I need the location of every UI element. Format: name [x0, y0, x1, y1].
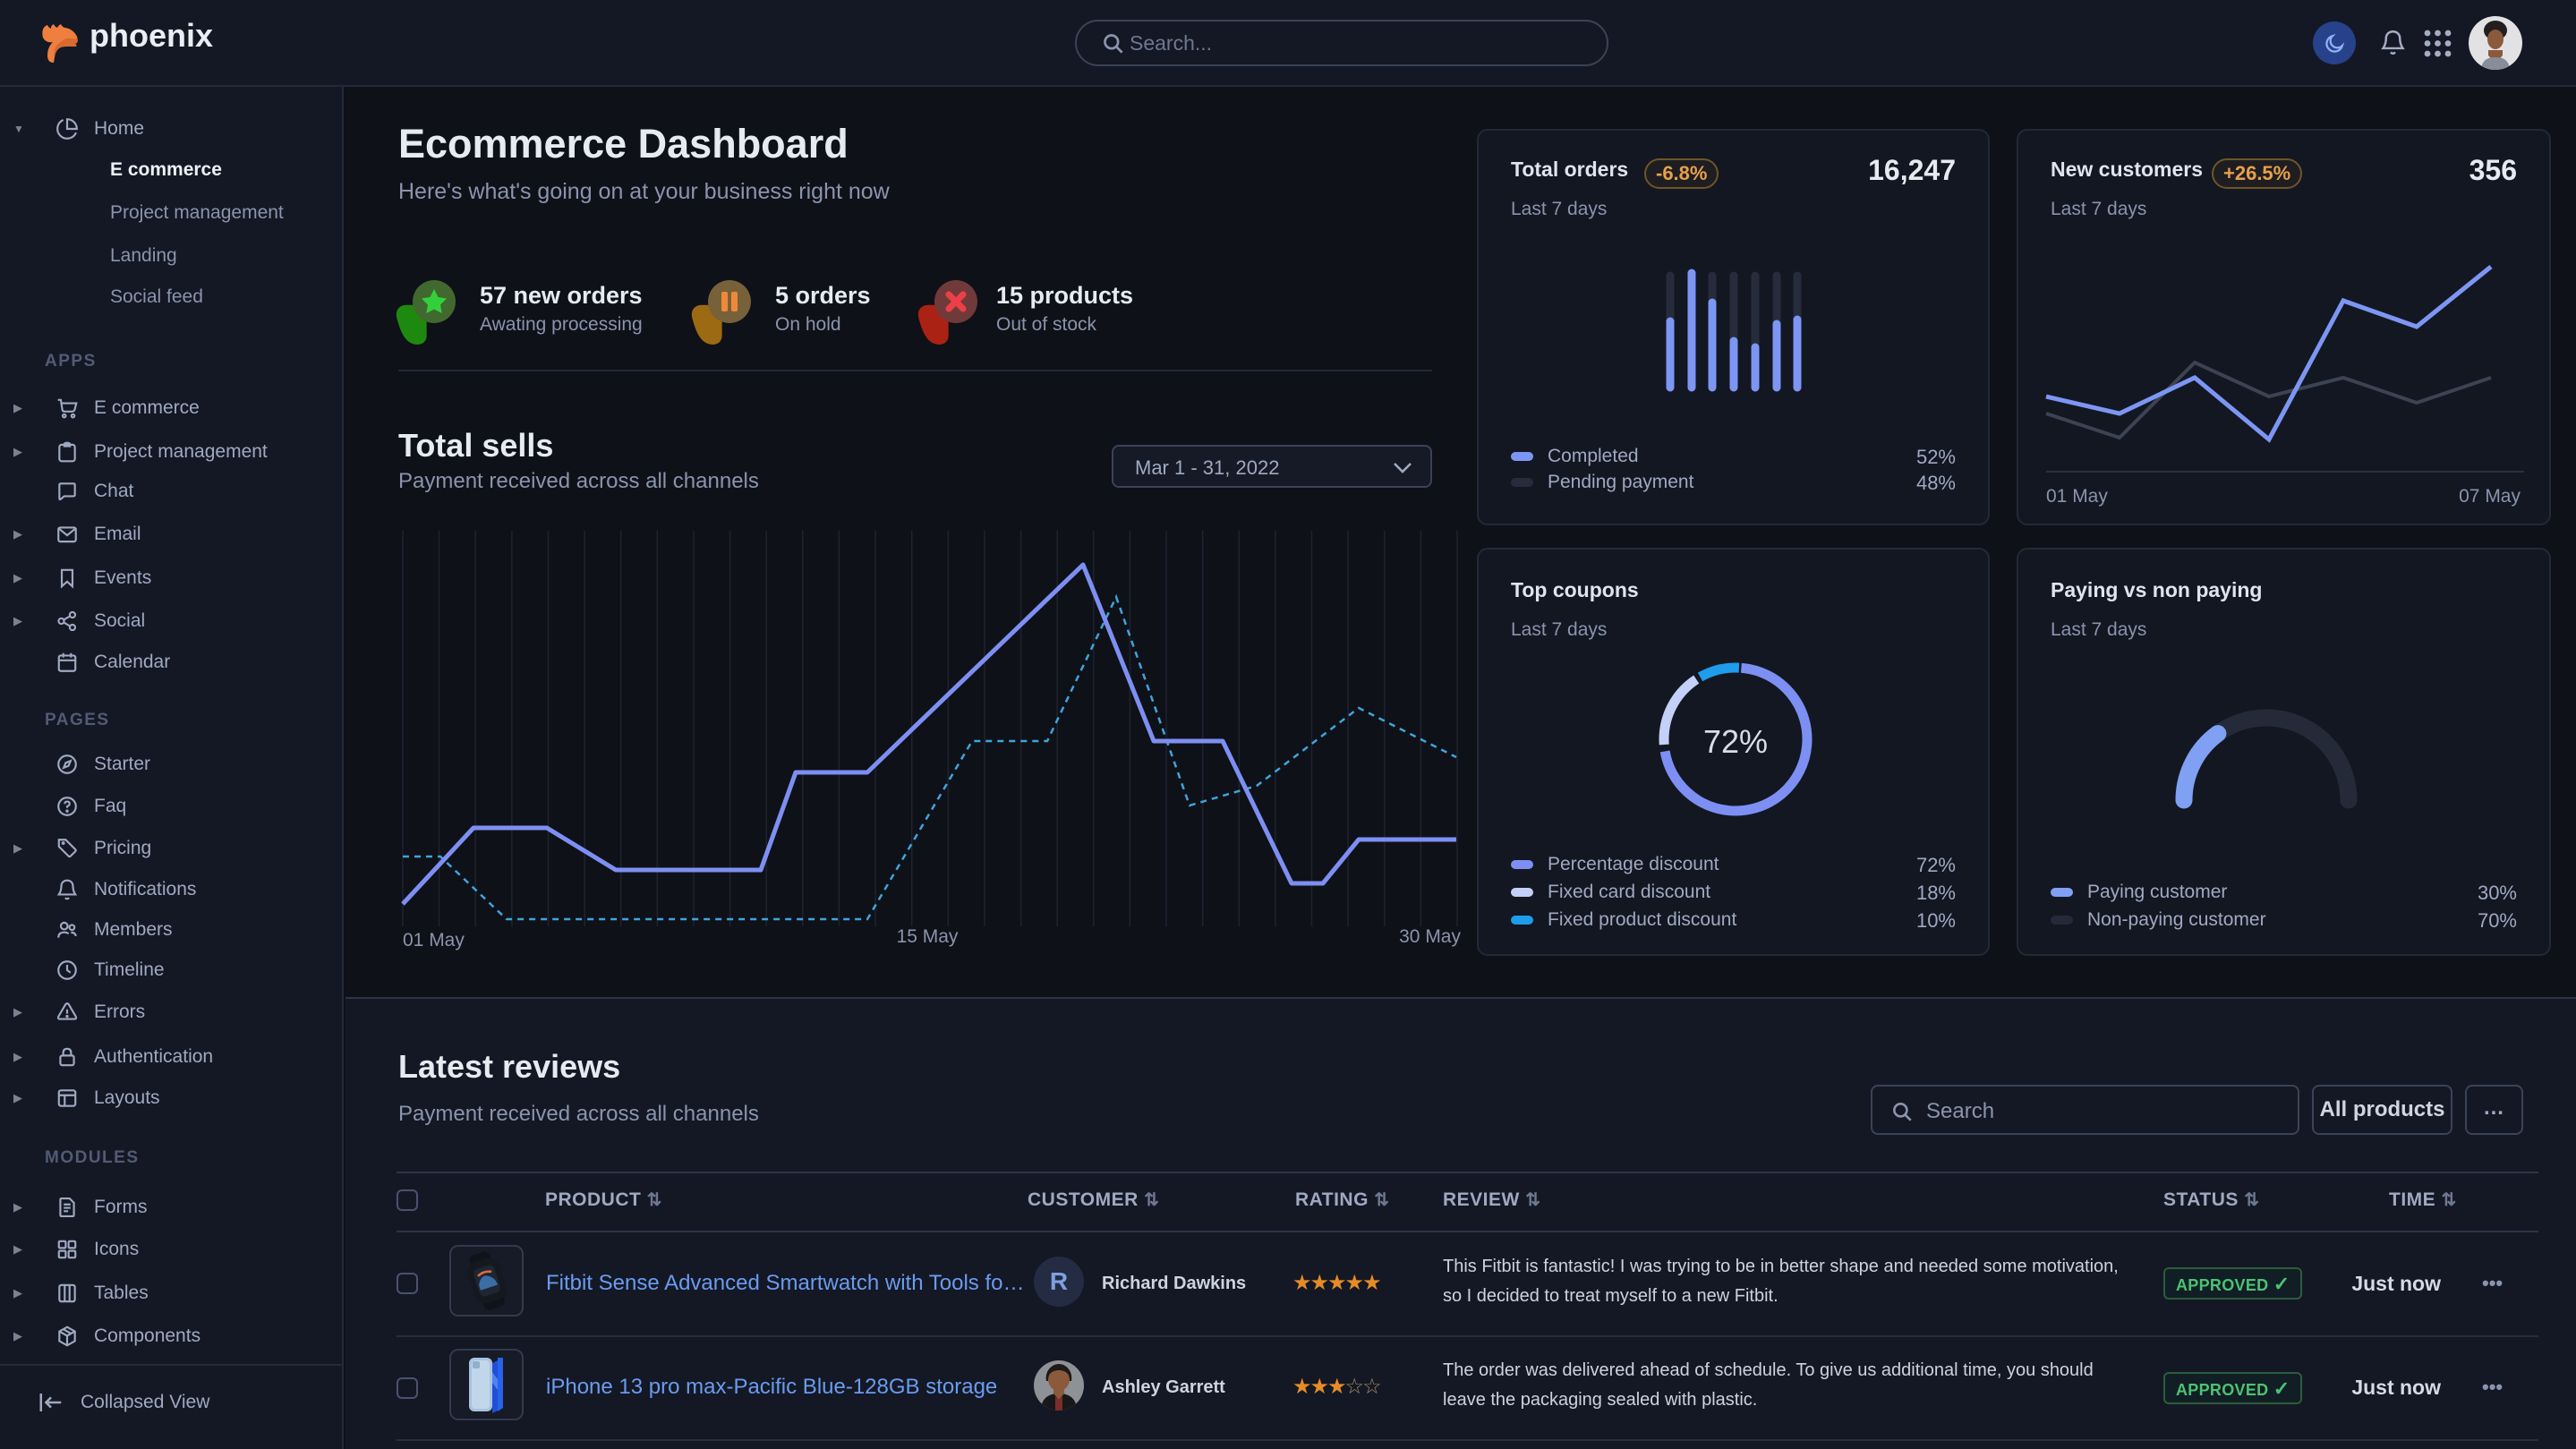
svg-text:72%: 72%	[1703, 723, 1768, 760]
